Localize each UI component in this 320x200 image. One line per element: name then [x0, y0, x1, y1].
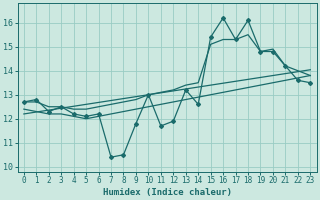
X-axis label: Humidex (Indice chaleur): Humidex (Indice chaleur)	[103, 188, 232, 197]
